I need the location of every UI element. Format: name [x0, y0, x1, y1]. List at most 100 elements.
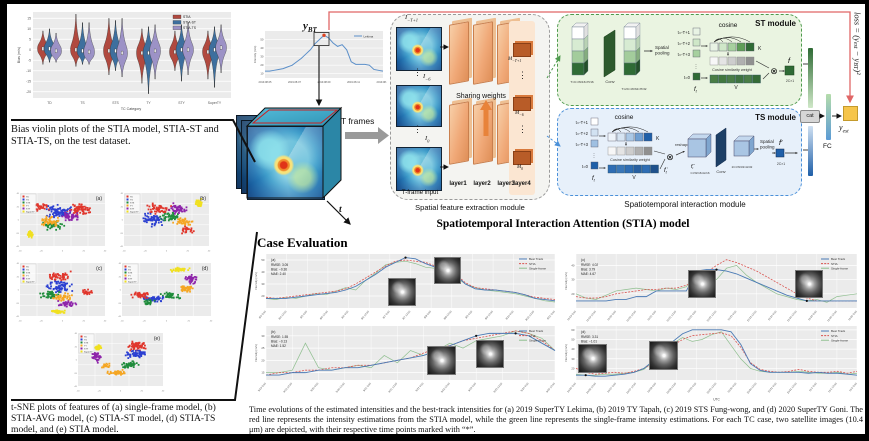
svg-text:10: 10	[260, 72, 264, 76]
layer1-label: layer1	[449, 181, 467, 187]
svg-text:20: 20	[75, 346, 78, 348]
svg-text:9/20 12:00: 9/20 12:00	[335, 381, 346, 393]
svg-text:20: 20	[261, 358, 265, 362]
svg-text:20: 20	[119, 276, 122, 278]
t-axis-label: t	[339, 205, 342, 215]
svg-text:Bias (m/s): Bias (m/s)	[17, 47, 21, 63]
svg-text:STY: STY	[84, 349, 89, 351]
svg-text:-20: -20	[26, 90, 31, 94]
svg-text:RMSE: 3.05: RMSE: 3.05	[271, 263, 288, 267]
svg-text:-20: -20	[40, 321, 44, 323]
input-label-2: I−6	[423, 73, 431, 82]
tsne-panel-d: -40-40-20-200020204040TDTSSTSTYSTYSuperT…	[118, 263, 213, 323]
svg-text:9/19 0:00: 9/19 0:00	[257, 381, 267, 392]
svg-text:(b): (b)	[271, 330, 275, 334]
svg-text:9/23 12:00: 9/23 12:00	[492, 381, 503, 393]
ybt-label: yBT	[303, 20, 317, 35]
svg-text:SuperTY: SuperTY	[130, 211, 139, 214]
svg-text:30: 30	[261, 282, 265, 286]
svg-text:0: 0	[122, 220, 124, 222]
svg-text:(d): (d)	[581, 330, 585, 334]
svg-text:Single-frame: Single-frame	[831, 266, 848, 270]
svg-text:10: 10	[27, 27, 31, 31]
svg-text:TD: TD	[128, 267, 131, 269]
svg-text:11/21 12:00: 11/21 12:00	[665, 309, 677, 322]
svg-text:STY: STY	[26, 209, 31, 211]
svg-text:⋮: ⋮	[694, 64, 699, 70]
svg-text:10/30 12:00: 10/30 12:00	[746, 381, 758, 394]
svg-text:cosine: cosine	[719, 22, 738, 29]
svg-text:8/8 12:00: 8/8 12:00	[443, 309, 453, 320]
svg-text:9/24 12:00: 9/24 12:00	[545, 381, 556, 393]
cnn-layer-slab	[473, 101, 493, 165]
svg-text:TD: TD	[47, 101, 52, 105]
svg-text:30: 30	[261, 334, 265, 338]
svg-text:11/20 12:00: 11/20 12:00	[625, 309, 637, 322]
extraction-module-label: Spatial feature extraction module	[415, 203, 525, 212]
svg-text:TY: TY	[26, 206, 29, 208]
svg-text:30: 30	[571, 357, 575, 361]
svg-text:20: 20	[571, 292, 575, 296]
svg-text:Best Track: Best Track	[529, 329, 544, 333]
svg-text:STIA: STIA	[529, 262, 536, 266]
yest-box	[843, 106, 858, 121]
svg-text:Best Track: Best Track	[831, 329, 846, 333]
svg-text:20: 20	[571, 366, 575, 370]
svg-text:9/24 0:00: 9/24 0:00	[519, 381, 529, 392]
svg-text:(d): (d)	[202, 266, 208, 272]
svg-text:10/26 0:00: 10/26 0:00	[566, 381, 577, 393]
svg-text:40: 40	[260, 46, 264, 50]
svg-text:20: 20	[17, 276, 20, 278]
svg-text:50: 50	[261, 258, 265, 262]
svg-text:40: 40	[210, 321, 213, 323]
satellite-image	[649, 341, 679, 371]
cnn-layer-slab	[449, 101, 469, 165]
svg-text:Cosine similarity weight: Cosine similarity weight	[610, 158, 651, 162]
concat-box: cat	[800, 110, 820, 123]
svg-text:60: 60	[571, 328, 575, 332]
svg-text:STIA-ST: STIA-ST	[183, 21, 196, 25]
satellite-image	[795, 270, 824, 299]
svg-text:40: 40	[104, 321, 107, 323]
svg-text:11/20 0:00: 11/20 0:00	[606, 309, 617, 321]
satellite-image	[476, 339, 505, 368]
violin-caption: Bias violin plots of the STIA model, STI…	[11, 124, 219, 148]
svg-text:TC Category: TC Category	[121, 107, 142, 111]
ts-feature-bar	[808, 126, 813, 176]
svg-text:10/27 12:00: 10/27 12:00	[625, 381, 637, 394]
svg-text:11/1 12:00: 11/1 12:00	[827, 381, 838, 393]
svg-text:STY: STY	[178, 101, 185, 105]
input-label-3: I0	[425, 135, 430, 144]
violin-plot: 15 10 5 0 -5 -10 -15 -20 TD TS STS TY STY SuperTY TC C…	[17, 12, 231, 111]
svg-text:STS: STS	[112, 101, 119, 105]
svg-text:2C×1: 2C×1	[777, 162, 785, 166]
svg-text:TD: TD	[130, 197, 133, 199]
case-chart-d-plot: 20 30 40 50 60 10/26 0:00 10/26 12:00 10/27 0:0…	[564, 326, 858, 402]
svg-text:K: K	[758, 46, 762, 52]
svg-text:-40: -40	[76, 391, 80, 393]
svg-text:2019.08.05: 2019.08.05	[259, 80, 273, 84]
svg-text:11/21 0:00: 11/21 0:00	[646, 309, 657, 321]
svg-text:15: 15	[261, 371, 265, 375]
satellite-image	[427, 345, 457, 375]
svg-text:8/7 12:00: 8/7 12:00	[401, 309, 411, 320]
svg-text:(e): (e)	[154, 336, 160, 342]
svg-text:Intensity (m/s): Intensity (m/s)	[564, 344, 568, 362]
svg-text:STIA: STIA	[831, 334, 838, 338]
svg-text:15: 15	[27, 16, 31, 20]
svg-text:t=0: t=0	[582, 164, 589, 169]
svg-text:Intensity (m/s): Intensity (m/s)	[254, 272, 258, 290]
svg-text:Conv: Conv	[605, 79, 614, 84]
svg-text:Spatial: Spatial	[655, 45, 669, 50]
svg-text:11/23 0:00: 11/23 0:00	[727, 309, 738, 321]
svg-text:SuperTY: SuperTY	[84, 351, 93, 354]
svg-text:20: 20	[187, 251, 190, 253]
svg-text:ft: ft	[592, 176, 596, 182]
case-chart-b-plot: 15 20 25 30 9/19 0:00 9/19 12:00 9/20 0:00 9/20…	[254, 326, 556, 394]
svg-text:11/26 0:00: 11/26 0:00	[847, 309, 858, 321]
svg-text:10/29 0:00: 10/29 0:00	[686, 381, 697, 393]
svg-text:8/6 12:00: 8/6 12:00	[360, 309, 370, 320]
svg-text:f: f	[788, 58, 791, 65]
svg-text:11/25 0:00: 11/25 0:00	[807, 309, 818, 321]
t-frames-arrow-head	[378, 127, 389, 144]
